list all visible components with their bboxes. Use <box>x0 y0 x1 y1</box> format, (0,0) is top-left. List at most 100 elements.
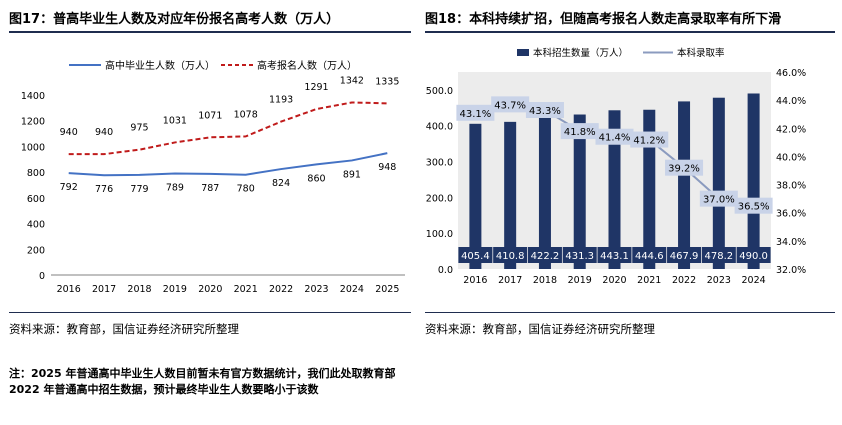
enrollment-data-label: 431.3 <box>565 251 594 262</box>
y-tick-label: 600 <box>27 194 45 205</box>
enrollment-bar <box>678 101 691 269</box>
right-y-tick-label: 42.0% <box>776 124 806 135</box>
exam-data-label: 940 <box>60 127 78 138</box>
left-y-tick-label: 500.0 <box>426 86 453 97</box>
enrollment-bar <box>573 114 586 270</box>
enrollment-data-label: 443.1 <box>600 251 629 262</box>
exam-data-label: 975 <box>130 123 148 134</box>
right-y-tick-label: 44.0% <box>776 96 806 107</box>
x-tick-label: 2019 <box>568 275 592 286</box>
exam-data-label: 1078 <box>234 109 258 120</box>
x-tick-label: 2023 <box>304 284 328 295</box>
enrollment-data-label: 467.9 <box>670 251 699 262</box>
graduates-data-label: 789 <box>166 183 184 194</box>
enrollment-label-box <box>632 247 667 263</box>
legend-enrollment-label: 本科招生数量（万人） <box>533 47 628 59</box>
enrollment-label-box <box>736 247 771 263</box>
rate-label-box <box>491 96 530 113</box>
rate-data-label: 41.2% <box>633 136 665 147</box>
enrollment-rate-combo-chart: 本科招生数量（万人） 本科录取率 0.0 100.0 200.0 300.0 400.0 50… <box>426 47 806 286</box>
graduates-data-label: 780 <box>237 184 255 195</box>
exam-series-line <box>68 101 388 156</box>
exam-data-label: 1031 <box>163 115 187 126</box>
rate-label-box <box>456 104 495 121</box>
x-tick-label: 2018 <box>127 284 151 295</box>
graduates-data-label: 787 <box>201 183 219 194</box>
y-tick-label: 400 <box>27 220 45 231</box>
rate-data-label: 41.4% <box>599 133 631 144</box>
x-tick-label: 2020 <box>602 275 626 286</box>
x-tick-label: 2019 <box>163 284 187 295</box>
y-tick-label: 1200 <box>21 117 45 128</box>
x-tick-label: 2024 <box>742 275 766 286</box>
x-tick-label: 2023 <box>707 275 731 286</box>
left-panel: 图17：普高毕业生人数及对应年份报名高考人数（万人） 高中毕业生人数（万人） 高考… <box>9 0 411 425</box>
graduates-data-label: 779 <box>130 184 148 195</box>
right-y-tick-label: 38.0% <box>776 181 806 192</box>
enrollment-bar <box>538 117 551 269</box>
right-figure-title: 图18：本科持续扩招，但随高考报名人数走高录取率有所下滑 <box>425 12 782 27</box>
enrollment-bar <box>747 93 760 269</box>
y-tick-label: 1000 <box>21 142 45 153</box>
legend-enrollment-swatch <box>517 49 529 56</box>
graduates-data-label: 891 <box>343 169 361 180</box>
right-y-tick-label: 46.0% <box>776 68 806 79</box>
x-tick-label: 2025 <box>375 284 399 295</box>
rate-data-label: 43.1% <box>459 109 491 120</box>
rate-label-box <box>560 123 599 140</box>
rate-label-box <box>630 131 669 148</box>
rate-label-box <box>665 159 704 176</box>
enrollment-data-label: 422.2 <box>531 251 560 262</box>
exam-data-label: 1071 <box>198 110 222 121</box>
right-y-tick-label: 36.0% <box>776 209 806 220</box>
rate-label-box <box>525 101 564 118</box>
enrollment-bar <box>469 123 482 269</box>
rate-label-box <box>595 128 634 145</box>
left-y-tick-label: 200.0 <box>426 193 453 204</box>
x-tick-label: 2021 <box>637 275 661 286</box>
enrollment-data-label: 444.6 <box>635 251 664 262</box>
exam-data-label: 940 <box>95 127 113 138</box>
legend-graduates-label: 高中毕业生人数（万人） <box>105 59 215 72</box>
exam-data-label: 1335 <box>375 76 399 87</box>
rate-label-box <box>699 190 738 207</box>
enrollment-bar <box>608 110 621 269</box>
graduates-data-label: 792 <box>60 182 78 193</box>
x-tick-label: 2016 <box>463 275 487 286</box>
enrollment-label-box <box>597 247 632 263</box>
right-title-rule <box>425 31 835 33</box>
enrollment-label-box <box>667 247 702 263</box>
enrollment-label-box <box>527 247 562 263</box>
x-tick-label: 2016 <box>57 284 81 295</box>
left-source: 资料来源：教育部，国信证券经济研究所整理 <box>9 322 239 336</box>
left-title-rule <box>9 31 411 33</box>
x-tick-label: 2017 <box>498 275 522 286</box>
graduates-data-label: 776 <box>95 184 113 195</box>
y-tick-label: 1400 <box>21 91 45 102</box>
x-tick-label: 2020 <box>198 284 222 295</box>
rate-data-label: 37.0% <box>703 195 735 206</box>
y-tick-label: 0 <box>39 271 45 282</box>
exam-data-label: 1342 <box>340 75 364 86</box>
right-y-tick-label: 32.0% <box>776 265 806 276</box>
enrollment-data-label: 410.8 <box>496 251 525 262</box>
x-tick-label: 2022 <box>269 284 293 295</box>
enrollment-data-label: 490.0 <box>739 251 768 262</box>
exam-data-label: 1193 <box>269 95 293 106</box>
rate-data-label: 39.2% <box>668 164 700 175</box>
x-tick-label: 2022 <box>672 275 696 286</box>
y-tick-label: 800 <box>27 168 45 179</box>
left-y-tick-label: 400.0 <box>426 122 453 133</box>
left-footnote: 注：2025 年普通高中毕业生人数目前暂未有官方数据统计，我们此处取教育部 20… <box>9 367 396 396</box>
rate-data-label: 41.8% <box>564 127 596 138</box>
x-tick-label: 2024 <box>340 284 364 295</box>
enrollment-data-label: 405.4 <box>461 251 490 262</box>
enrollment-label-box <box>562 247 597 263</box>
left-bottom-rule <box>9 312 411 313</box>
right-y-tick-label: 34.0% <box>776 237 806 248</box>
left-y-tick-label: 100.0 <box>426 229 453 240</box>
enrollment-bar <box>643 109 656 269</box>
enrollment-data-label: 478.2 <box>705 251 734 262</box>
enrollment-bar <box>504 121 517 269</box>
enrollment-label-box <box>701 247 736 263</box>
